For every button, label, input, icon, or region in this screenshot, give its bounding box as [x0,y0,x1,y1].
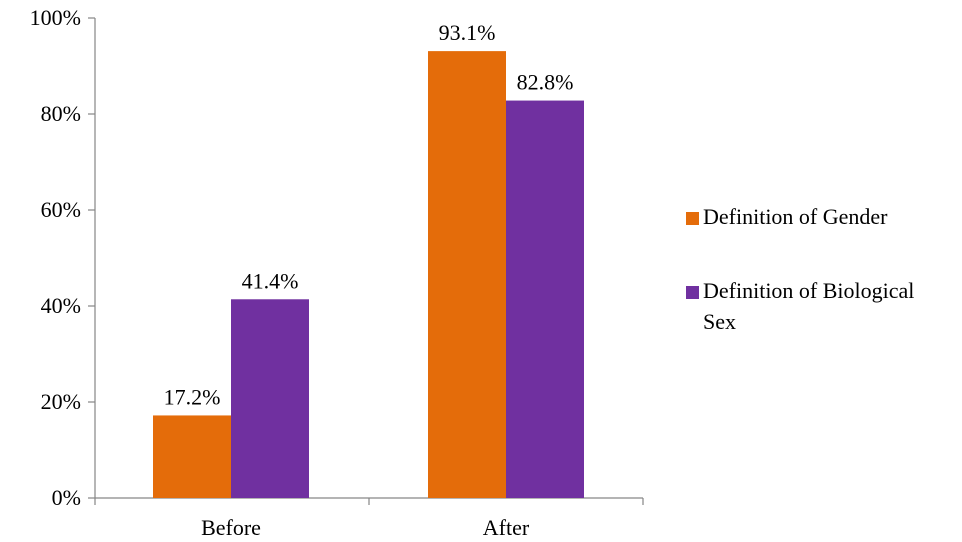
bar [428,51,506,499]
bars [153,51,584,499]
y-tick-label: 0% [52,485,81,510]
y-tick-label: 60% [41,197,81,222]
legend-label: Definition of Biological Sex [703,278,914,334]
y-tick-label: 20% [41,389,81,414]
x-axis: Before After [94,497,644,540]
data-labels: 17.2% 41.4% 93.1% 82.8% [164,20,574,409]
y-tick-label: 80% [41,101,81,126]
legend-label-line: Sex [703,309,736,334]
legend-label-line: Definition of Biological [703,278,914,303]
data-label: 93.1% [439,20,496,45]
data-label: 41.4% [242,268,299,293]
bar [231,299,309,498]
x-category-label: Before [201,515,261,540]
bar [506,100,584,498]
legend-label: Definition of Gender [703,204,888,229]
legend-swatch [686,212,699,225]
y-axis: 0% 20% 40% 60% 80% 100% [30,5,96,510]
legend: Definition of Gender Definition of Biolog… [686,204,914,334]
legend-label-line: Definition of Gender [703,204,888,229]
data-label: 17.2% [164,384,221,409]
y-tick-label: 100% [30,5,81,30]
data-label: 82.8% [517,70,574,95]
x-category-label: After [483,515,530,540]
bar [153,415,231,498]
y-tick-label: 40% [41,293,81,318]
legend-swatch [686,286,699,299]
